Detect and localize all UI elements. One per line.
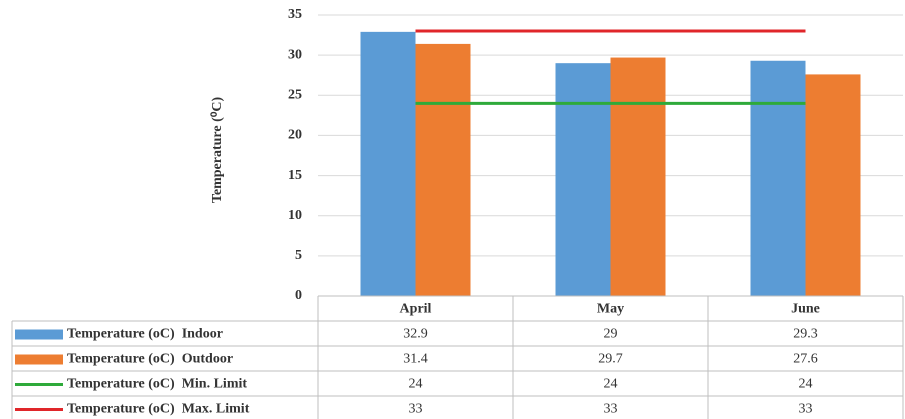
table-value: 29.7	[598, 352, 623, 367]
table-value: 27.6	[793, 352, 818, 367]
y-tick-label: 5	[295, 248, 302, 263]
y-tick-label: 25	[288, 88, 302, 103]
legend-label: Temperature (oC) Min. Limit	[67, 377, 247, 392]
bar	[555, 63, 611, 296]
bar	[415, 43, 471, 296]
legend-label: Temperature (oC) Outdoor	[67, 352, 233, 367]
y-tick-label: 15	[288, 168, 302, 183]
table-value: 29.3	[793, 327, 818, 342]
table-value: 24	[799, 377, 813, 392]
table-value: 33	[799, 402, 813, 417]
y-tick-label: 0	[295, 288, 302, 303]
y-tick-label: 20	[288, 128, 302, 143]
table-value: 24	[409, 377, 423, 392]
x-tick-label: May	[597, 302, 624, 317]
table-value: 33	[604, 402, 618, 417]
y-tick-label: 30	[288, 47, 302, 62]
x-tick-label: April	[400, 302, 432, 317]
table-value: 31.4	[403, 352, 428, 367]
table-value: 29	[604, 327, 618, 342]
bar	[610, 57, 666, 297]
x-tick-label: June	[791, 302, 820, 317]
legend-swatch	[15, 329, 63, 340]
table-value: 24	[604, 377, 618, 392]
bar	[360, 31, 416, 297]
table-value: 32.9	[403, 327, 428, 342]
legend-label: Temperature (oC) Max. Limit	[67, 402, 250, 417]
bar	[750, 60, 806, 297]
y-axis-title: Temperature (⁰C)	[210, 97, 225, 204]
table-value: 33	[409, 402, 423, 417]
y-tick-label: 35	[288, 7, 302, 22]
legend-swatch	[15, 354, 63, 365]
bar	[805, 74, 861, 296]
y-tick-label: 10	[288, 208, 302, 223]
legend-label: Temperature (oC) Indoor	[67, 327, 223, 342]
